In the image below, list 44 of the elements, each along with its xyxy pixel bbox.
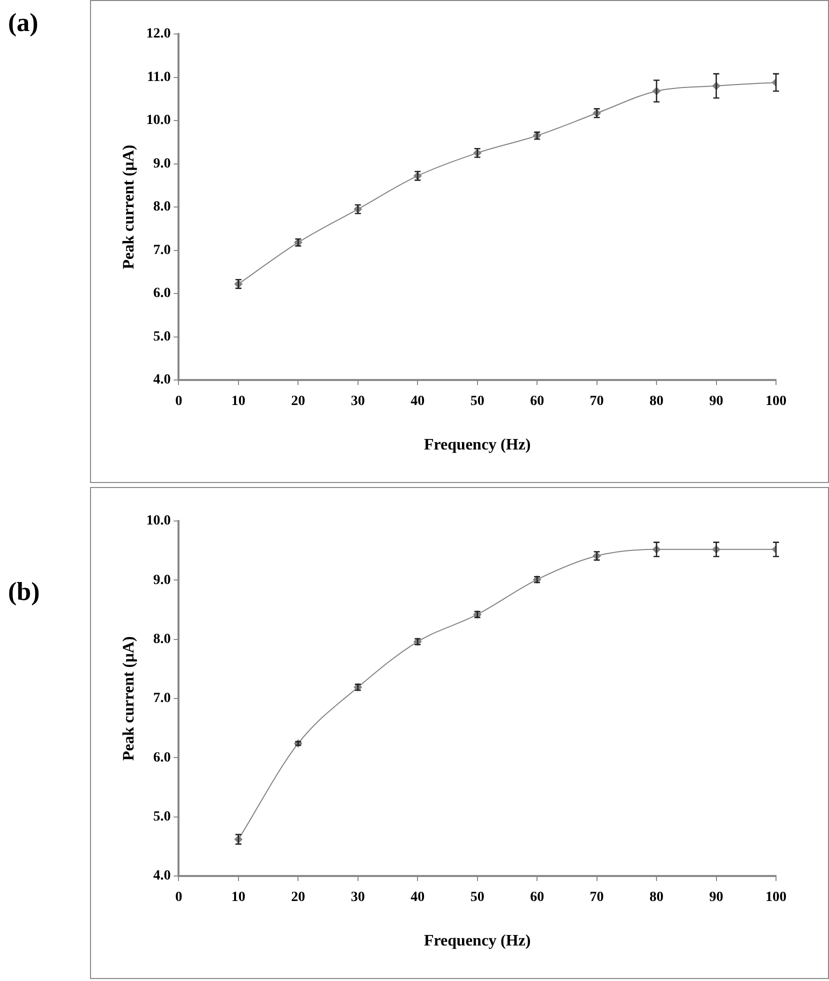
x-tick-label: 40 xyxy=(410,890,425,906)
x-tick-label: 20 xyxy=(291,394,306,410)
y-tick-label: 6.0 xyxy=(153,286,171,302)
y-tick-label: 5.0 xyxy=(153,809,171,824)
x-tick-label: 90 xyxy=(709,890,724,906)
x-tick-label: 10 xyxy=(231,890,246,906)
y-axis-title: Peak current (µA) xyxy=(120,636,138,761)
x-tick-label: 0 xyxy=(175,394,182,410)
y-tick-label: 5.0 xyxy=(153,329,171,344)
x-tick-label: 80 xyxy=(650,394,664,410)
y-axis-title: Peak current (µA) xyxy=(120,144,138,270)
y-tick-label: 12.0 xyxy=(146,26,171,42)
x-tick-label: 90 xyxy=(709,394,724,410)
y-tick-label: 8.0 xyxy=(153,632,171,647)
text: (b) xyxy=(8,577,40,607)
x-tick-label: 30 xyxy=(350,394,365,410)
x-tick-label: 0 xyxy=(175,890,182,906)
x-tick-label: 50 xyxy=(470,890,484,906)
chart-title: (a) xyxy=(8,8,38,38)
x-tick-label: 10 xyxy=(231,394,246,410)
x-tick-label: 100 xyxy=(766,890,786,906)
x-tick-label: 80 xyxy=(650,890,664,906)
y-tick-label: 7.0 xyxy=(153,691,171,706)
x-tick-label: 100 xyxy=(766,394,786,410)
x-tick-label: 50 xyxy=(470,394,484,410)
y-tick-label: 11.0 xyxy=(146,70,171,85)
y-tick-label: 10.0 xyxy=(146,514,171,529)
x-tick-label: 20 xyxy=(291,890,306,906)
x-tick-label: 60 xyxy=(530,890,544,906)
x-axis-title: Frequency (Hz) xyxy=(424,932,531,950)
y-tick-label: 9.0 xyxy=(153,156,171,172)
y-tick-label: 8.0 xyxy=(153,200,171,215)
x-tick-label: 30 xyxy=(350,890,365,906)
x-tick-label: 70 xyxy=(590,394,604,410)
y-tick-label: 4.0 xyxy=(153,372,171,388)
y-tick-label: 4.0 xyxy=(153,868,171,884)
x-tick-label: 70 xyxy=(590,890,604,906)
x-tick-label: 40 xyxy=(410,394,425,410)
y-tick-label: 10.0 xyxy=(146,113,171,128)
y-tick-label: 7.0 xyxy=(153,242,171,258)
x-axis-title: Frequency (Hz) xyxy=(424,436,531,454)
x-tick-label: 60 xyxy=(530,394,544,410)
y-tick-label: 6.0 xyxy=(153,750,171,766)
y-tick-label: 9.0 xyxy=(153,572,171,588)
